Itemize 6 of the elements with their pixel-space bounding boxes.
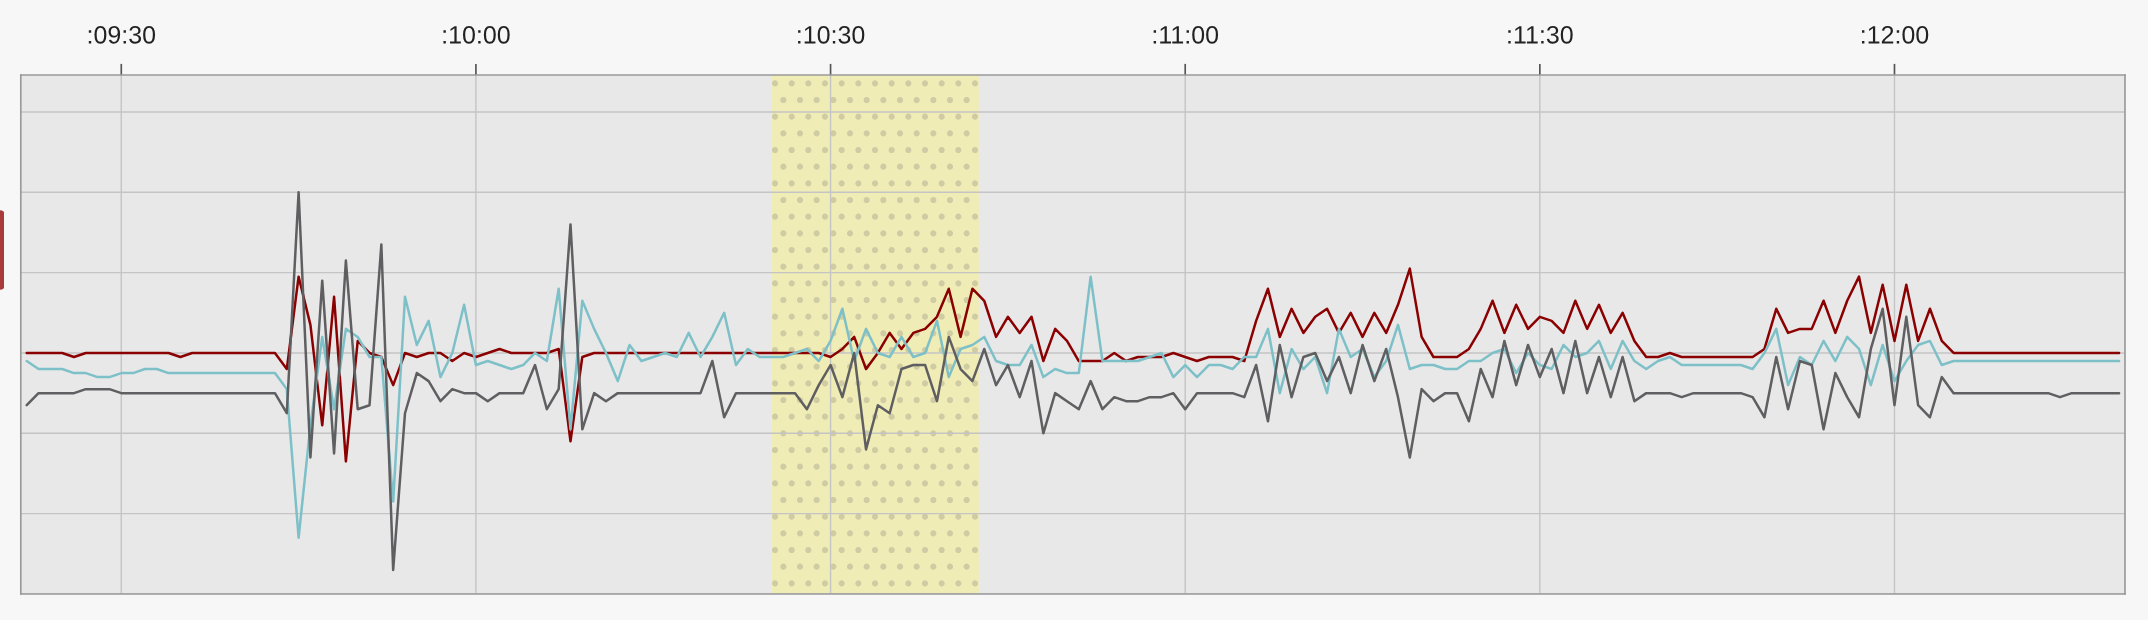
x-tick-label: :09:30 xyxy=(88,25,156,44)
x-tick-label: :10:30 xyxy=(798,25,865,44)
x-tick-label: :11:00 xyxy=(1153,25,1219,44)
x-tick-label: :10:00 xyxy=(443,25,510,44)
x-tick-label: :12:00 xyxy=(1862,25,1929,44)
x-tick-label: :11:30 xyxy=(1508,25,1573,44)
